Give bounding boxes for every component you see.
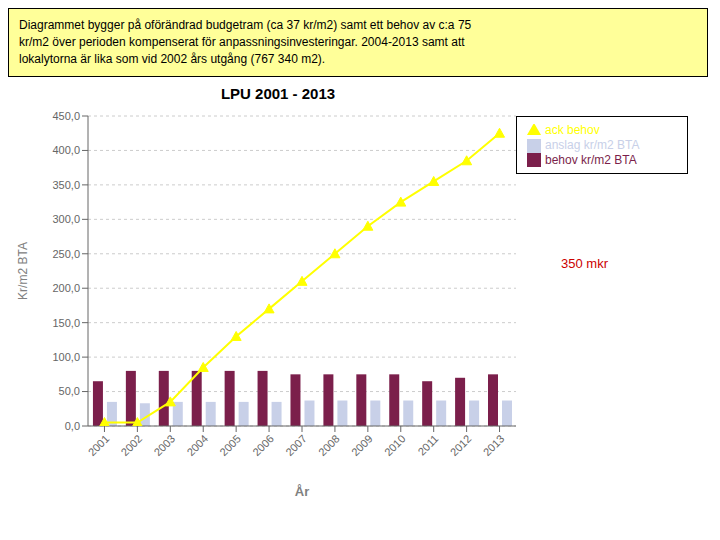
svg-text:100,0: 100,0 xyxy=(52,351,80,363)
svg-text:2011: 2011 xyxy=(415,432,440,457)
svg-text:250,0: 250,0 xyxy=(52,248,80,260)
svg-text:2007: 2007 xyxy=(283,432,309,458)
html-text:Diagrammet bygger på oförändra: Diagrammet bygger på oförändrad budgetra… xyxy=(19,18,472,32)
html-text:lokalytorna är lika som vid 20: lokalytorna är lika som vid 2002 års utg… xyxy=(19,52,326,66)
html-text:anslag kr/m2 BTA: anslag kr/m2 BTA xyxy=(545,137,640,152)
svg-text:2004: 2004 xyxy=(184,432,210,458)
svg-text:2005: 2005 xyxy=(217,432,243,458)
svg-text:2006: 2006 xyxy=(250,432,276,458)
svg-text:150,0: 150,0 xyxy=(52,317,80,329)
svg-text:2008: 2008 xyxy=(316,432,342,458)
html-text:ack behov: ack behov xyxy=(545,123,600,137)
svg-text:2013: 2013 xyxy=(481,432,507,458)
svg-text:450,0: 450,0 xyxy=(52,110,80,122)
html-text:behov kr/m2 BTA: behov kr/m2 BTA xyxy=(545,152,637,167)
svg-text:50,0: 50,0 xyxy=(59,385,80,397)
svg-text:2010: 2010 xyxy=(382,432,408,458)
svg-text:400,0: 400,0 xyxy=(52,144,80,156)
html-text:LPU 2001 - 2013: LPU 2001 - 2013 xyxy=(220,85,336,102)
svg-text:2002: 2002 xyxy=(119,432,145,458)
html-text:350 mkr: 350 mkr xyxy=(561,256,608,271)
svg-text:200,0: 200,0 xyxy=(52,282,80,294)
html-text:kr/m2 över perioden kompensera: kr/m2 över perioden kompenserat för anpa… xyxy=(19,35,465,49)
svg-text:År: År xyxy=(295,484,309,499)
svg-text:2012: 2012 xyxy=(448,432,474,458)
svg-text:300,0: 300,0 xyxy=(52,213,80,225)
svg-text:2001: 2001 xyxy=(86,432,112,458)
svg-text:0,0: 0,0 xyxy=(65,420,80,432)
svg-text:350,0: 350,0 xyxy=(52,179,80,191)
svg-text:2009: 2009 xyxy=(349,432,375,458)
svg-text:Kr/m2 BTA: Kr/m2 BTA xyxy=(16,242,30,300)
svg-text:2003: 2003 xyxy=(151,432,177,458)
